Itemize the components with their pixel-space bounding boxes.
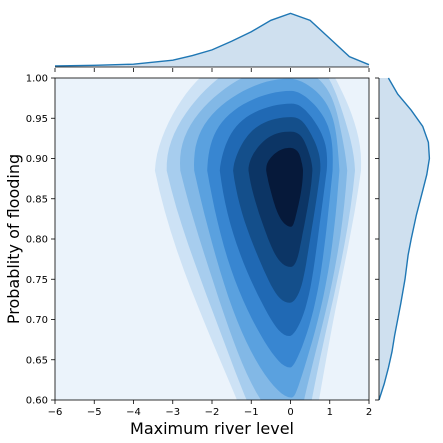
x-tick-label: −1 — [244, 407, 259, 418]
y-tick-label: 0.75 — [26, 275, 48, 286]
x-tick-label: −4 — [126, 407, 141, 418]
right-marginal-fill — [379, 78, 430, 400]
x-tick-label: −6 — [48, 407, 63, 418]
top-marginal-fill — [55, 13, 369, 67]
x-tick-label: −5 — [87, 407, 102, 418]
y-tick-label: 0.65 — [26, 355, 48, 366]
y-axis-ticks: 0.60 0.65 0.70 0.75 0.80 0.85 0.90 0.95 1.00 — [26, 74, 379, 407]
y-tick-label: 0.60 — [26, 396, 48, 407]
y-tick-label: 0.80 — [26, 235, 48, 246]
y-tick-label: 0.95 — [26, 114, 48, 125]
y-tick-label: 1.00 — [26, 74, 48, 85]
density-level-9 — [266, 147, 303, 227]
top-marginal-line — [54, 12, 370, 67]
right-marginal-density — [378, 77, 431, 401]
top-marginal-density — [54, 12, 370, 68]
x-tick-label: 2 — [366, 407, 372, 418]
right-marginal-line — [378, 77, 431, 401]
y-tick-label: 0.90 — [26, 154, 48, 165]
x-axis-ticks: −6 −5 −4 −3 −2 −1 0 1 2 — [48, 68, 372, 418]
x-axis-label: Maximum river level — [130, 419, 294, 438]
y-axis-label: Probablity of flooding — [4, 154, 23, 324]
y-tick-label: 0.70 — [26, 315, 48, 326]
x-tick-label: −3 — [165, 407, 180, 418]
y-tick-label: 0.85 — [26, 194, 48, 205]
x-tick-label: 0 — [287, 407, 293, 418]
density-contours — [154, 78, 362, 400]
x-tick-label: −2 — [205, 407, 220, 418]
x-tick-label: 1 — [327, 407, 333, 418]
